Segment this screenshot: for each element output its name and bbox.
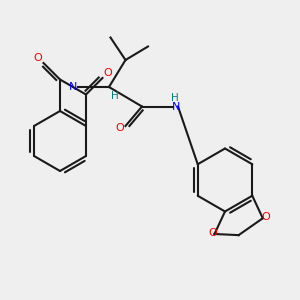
Text: O: O — [103, 68, 112, 78]
Text: H: H — [110, 91, 118, 101]
Text: O: O — [115, 122, 124, 133]
Text: O: O — [261, 212, 270, 222]
Text: O: O — [34, 52, 43, 63]
Text: O: O — [208, 227, 217, 238]
Text: N: N — [69, 82, 77, 92]
Text: N: N — [172, 101, 181, 112]
Text: H: H — [171, 93, 179, 103]
